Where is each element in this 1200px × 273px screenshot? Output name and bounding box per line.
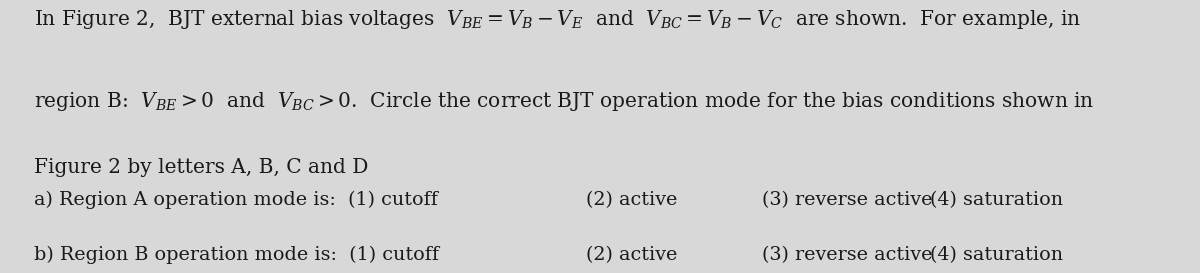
Text: (2) active: (2) active	[586, 191, 677, 209]
Text: a) Region A operation mode is:  (1) cutoff: a) Region A operation mode is: (1) cutof…	[34, 191, 438, 209]
Text: b) Region B operation mode is:  (1) cutoff: b) Region B operation mode is: (1) cutof…	[34, 246, 439, 264]
Text: (4) saturation: (4) saturation	[930, 246, 1063, 264]
Text: (4) saturation: (4) saturation	[930, 191, 1063, 209]
Text: (3) reverse active: (3) reverse active	[762, 246, 932, 264]
Text: In Figure 2,  BJT external bias voltages  $V_{BE} = V_B - V_E$  and  $V_{BC} = V: In Figure 2, BJT external bias voltages …	[34, 8, 1081, 31]
Text: Figure 2 by letters A, B, C and D: Figure 2 by letters A, B, C and D	[34, 158, 368, 177]
Text: (3) reverse active: (3) reverse active	[762, 191, 932, 209]
Text: region B:  $V_{BE} > 0$  and  $V_{BC} > 0$.  Circle the correct BJT operation mo: region B: $V_{BE} > 0$ and $V_{BC} > 0$.…	[34, 90, 1094, 113]
Text: (2) active: (2) active	[586, 246, 677, 264]
